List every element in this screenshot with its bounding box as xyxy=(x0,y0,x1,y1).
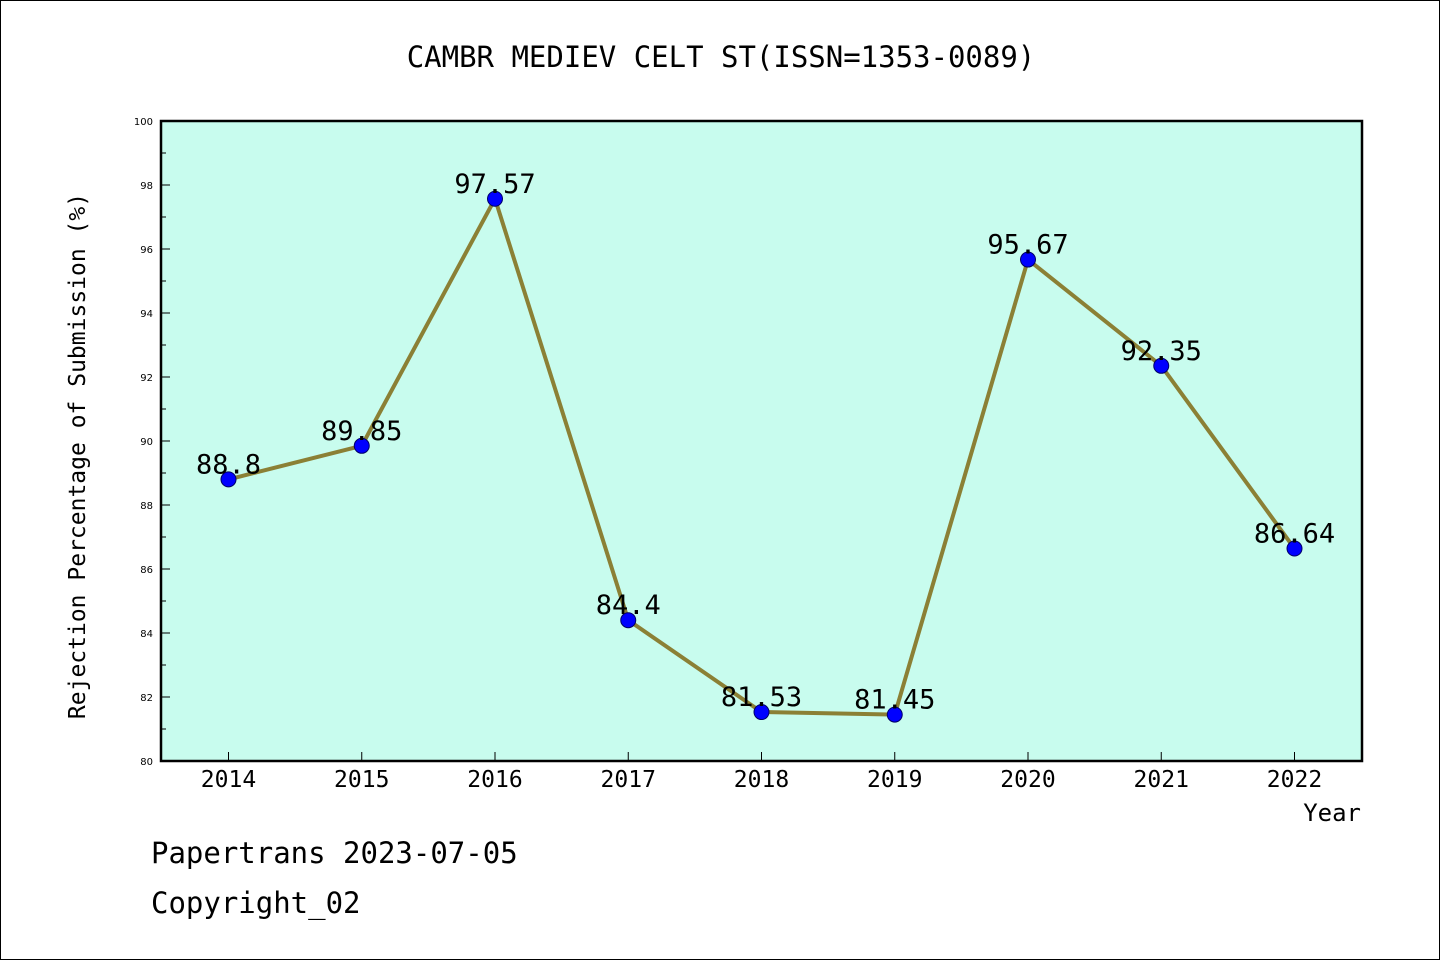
y-tick-label: 94 xyxy=(140,309,153,320)
data-label: 81.53 xyxy=(721,682,802,713)
data-label: 97.57 xyxy=(454,169,535,200)
x-tick-label: 2021 xyxy=(1134,767,1189,793)
footer-copyright: Copyright_02 xyxy=(151,886,361,920)
data-point xyxy=(1020,251,1036,268)
data-point xyxy=(620,612,637,629)
x-tick-label: 2022 xyxy=(1267,767,1322,793)
y-tick-label: 88 xyxy=(140,501,153,512)
y-axis: 80 82 84 86 88 90 92 94 96 98 100 xyxy=(134,117,170,768)
y-tick-label: 96 xyxy=(140,245,153,256)
data-label: 92.35 xyxy=(1121,336,1202,367)
data-point xyxy=(220,471,237,488)
x-axis-label: Year xyxy=(1303,799,1361,827)
y-tick-label: 80 xyxy=(140,757,153,768)
x-tick-label: 2016 xyxy=(467,767,522,793)
series-rejection-percentage: 88.8 89.85 97.57 84.4 81.53 81.45 95.67 92.35 86… xyxy=(196,169,1335,723)
data-label: 89.85 xyxy=(321,416,402,447)
y-tick-label: 84 xyxy=(140,629,153,640)
chart-title: CAMBR MEDIEV CELT ST(ISSN=1353-0089) xyxy=(407,40,1036,74)
data-label: 84.4 xyxy=(596,590,661,621)
x-axis: 2014 2015 2016 2017 2018 2019 2020 2021 2022 xyxy=(201,752,1322,793)
x-tick-label: 2015 xyxy=(334,767,389,793)
data-label: 95.67 xyxy=(987,230,1068,261)
data-point xyxy=(1286,540,1303,557)
footer-date: Papertrans 2023-07-05 xyxy=(151,836,518,870)
data-point xyxy=(353,437,370,454)
x-tick-label: 2017 xyxy=(601,767,656,793)
y-tick-label: 92 xyxy=(140,373,153,384)
y-tick-label: 100 xyxy=(134,117,153,128)
data-point xyxy=(886,706,903,723)
x-tick-label: 2018 xyxy=(734,767,789,793)
data-label: 88.8 xyxy=(196,449,261,480)
data-point xyxy=(753,704,770,721)
x-tick-label: 2020 xyxy=(1000,767,1055,793)
y-tick-label: 98 xyxy=(140,181,153,192)
data-point xyxy=(1153,357,1170,374)
y-axis-label: Rejection Percentage of Submission (%) xyxy=(65,193,91,719)
data-label: 81.45 xyxy=(854,685,935,716)
data-label: 86.64 xyxy=(1254,519,1335,550)
y-tick-label: 82 xyxy=(140,693,153,704)
y-tick-label: 86 xyxy=(140,565,153,576)
x-tick-label: 2019 xyxy=(867,767,922,793)
x-tick-label: 2014 xyxy=(201,767,256,793)
data-point xyxy=(487,190,503,207)
y-tick-label: 90 xyxy=(140,437,153,448)
